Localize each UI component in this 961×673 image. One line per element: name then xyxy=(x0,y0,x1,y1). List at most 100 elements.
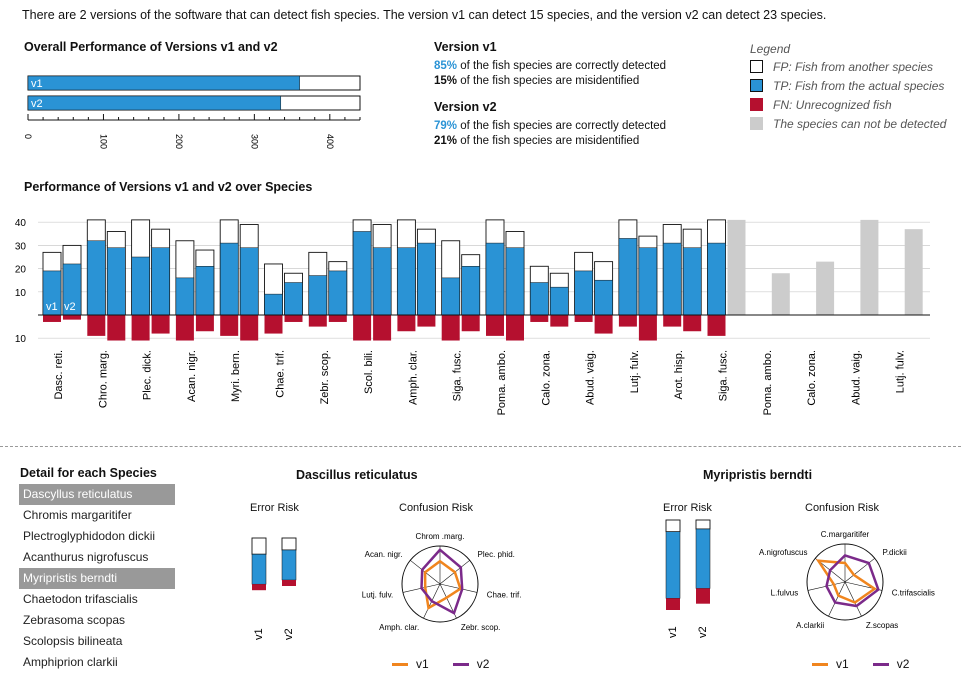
radar-axis-label: Z.scopas xyxy=(866,621,898,630)
panel2-error-chart: v1 v2 xyxy=(665,519,711,638)
species-category-label: Zebr. scop. xyxy=(319,350,331,404)
species-bar-tp xyxy=(328,270,348,316)
species-ytick-label: 20 xyxy=(15,265,27,276)
species-item[interactable]: Scolopsis bilineata xyxy=(23,634,123,648)
species-bar-fn xyxy=(63,315,81,320)
species-item[interactable]: Dascyllus reticulatus xyxy=(19,484,175,505)
error-bar-fp xyxy=(251,537,267,555)
species-bar-fn xyxy=(284,315,303,322)
species-ytick-label: 10 xyxy=(15,334,27,345)
species-bar-tp xyxy=(107,247,126,316)
species-bar-fn xyxy=(107,315,126,341)
v1-mis-pct: 15% xyxy=(434,75,458,87)
species-item[interactable]: Myripristis berndti xyxy=(19,568,175,589)
species-bar-fn xyxy=(506,315,524,341)
species-category-label: Calo. zona. xyxy=(806,350,818,406)
species-bar-fn xyxy=(550,315,569,327)
overall-bar-v1 xyxy=(27,75,300,91)
species-category-label: Poma. ambo. xyxy=(762,350,774,415)
species-bar-tp xyxy=(441,277,460,316)
species-bar-tp xyxy=(417,242,436,316)
species-bar-tp xyxy=(550,286,569,316)
species-bar-fn xyxy=(353,315,372,341)
species-bar-fn xyxy=(707,315,726,336)
species-item[interactable]: Amphiprion clarkii xyxy=(23,655,118,669)
species-item[interactable]: Zebrasoma scopas xyxy=(23,613,126,627)
species-bar-fn xyxy=(151,315,170,334)
legend-fp-swatch xyxy=(750,60,763,73)
species-bar-tp xyxy=(87,240,106,316)
legend-title: Legend xyxy=(750,42,791,56)
species-item[interactable]: Acanthurus nigrofuscus xyxy=(23,550,149,564)
legend-nd-swatch xyxy=(750,117,763,130)
v1-correct-text: of the fish species are correctly detect… xyxy=(460,60,667,72)
species-category-label: Poma. ambo. xyxy=(496,350,508,415)
species-bar-fn xyxy=(594,315,613,334)
overall-bar-v2 xyxy=(27,95,282,111)
overall-tick-label: 400 xyxy=(325,134,335,149)
species-bar-tp xyxy=(308,275,328,316)
species-bar-not-detected xyxy=(816,261,835,315)
species-chart: 10 20 30 40 10 Dasc. reti. Chro. marg. Plec. di… xyxy=(15,218,930,415)
v2-correct-pct: 79% xyxy=(434,120,458,132)
species-bar-fn xyxy=(175,315,194,341)
species-bar-tp xyxy=(131,256,150,316)
species-category-label: Chae. trif. xyxy=(275,350,287,398)
radar-series-v2 xyxy=(825,553,880,608)
species-category-label: Siga. fusc. xyxy=(452,350,464,401)
species-category-label: Calo. zona. xyxy=(540,350,552,406)
species-bar-tp xyxy=(239,247,259,316)
detail-title: Detail for each Species xyxy=(20,466,157,480)
species-category-label: Scol. bili. xyxy=(363,350,375,394)
species-chart-title: Performance of Versions v1 and v2 over S… xyxy=(24,180,313,194)
species-bar-fn xyxy=(683,315,702,332)
species-bar-tp xyxy=(175,277,195,316)
version-v2-title: Version v2 xyxy=(434,100,497,114)
species-item[interactable]: Chaetodon trifascialis xyxy=(23,592,138,606)
error-bar-tp xyxy=(281,549,297,581)
species-bar-tp xyxy=(707,242,726,316)
legend-tp-label: TP: Fish from the actual species xyxy=(773,78,945,93)
error-bar-fn xyxy=(696,588,710,604)
version-v1-block: Version v1 85% of the fish species are c… xyxy=(434,40,666,89)
species-item[interactable]: Plectroglyphidodon dickii xyxy=(23,529,156,543)
error-bar-fp xyxy=(281,537,297,551)
legend-tp-swatch xyxy=(750,79,763,92)
species-bar-tp xyxy=(594,279,613,316)
species-category-label: Plec. dick. xyxy=(142,350,154,400)
species-bar-tp xyxy=(219,242,239,316)
species-ytick-label: 10 xyxy=(15,288,27,299)
species-series-label: v1 xyxy=(46,301,58,313)
species-bar-tp xyxy=(530,282,549,316)
species-category-label: Lutj. fulv. xyxy=(895,350,907,393)
species-category-label: Lutj. fulv. xyxy=(629,350,641,393)
species-bar-tp xyxy=(284,282,303,316)
panel2-series-legend: v1 v2 xyxy=(812,657,909,671)
panel2-radar-chart: C.margaritifer P.dickii C.trifascialis Z.sc… xyxy=(759,530,935,630)
species-bar-fn xyxy=(397,315,416,332)
panel2-confusion-title: Confusion Risk xyxy=(805,502,879,514)
species-category-label: Myri. bern. xyxy=(230,350,242,402)
species-bar-tp xyxy=(195,266,215,316)
error-bar-fn xyxy=(282,580,296,586)
v2-legend-label: v2 xyxy=(476,657,490,671)
error-version-label: v1 xyxy=(667,626,679,638)
species-category-label: Chro. marg. xyxy=(97,350,109,408)
radar-axis-label: Acan. nigr. xyxy=(365,550,403,559)
error-bar-fp xyxy=(695,519,711,530)
species-list: Dascyllus reticulatus Chromis margaritif… xyxy=(19,484,175,673)
radar-axis-label: A.nigrofuscus xyxy=(759,548,807,557)
radar-spoke xyxy=(439,583,478,593)
species-bar-fn xyxy=(461,315,480,332)
overall-tick-label: 100 xyxy=(98,134,108,149)
error-version-label: v1 xyxy=(253,628,265,640)
species-bar-tp xyxy=(682,247,702,316)
radar-axis-label: P.dickii xyxy=(883,548,908,557)
error-bar-fn xyxy=(252,584,266,591)
overall-tick-label: 0 xyxy=(23,134,33,139)
species-item[interactable]: Chromis margaritifer xyxy=(23,508,132,522)
species-bar-tp xyxy=(461,266,480,316)
species-bar-fn xyxy=(328,315,347,322)
error-version-label: v2 xyxy=(283,628,295,640)
legend: Legend FP: Fish from another species TP:… xyxy=(750,42,946,133)
